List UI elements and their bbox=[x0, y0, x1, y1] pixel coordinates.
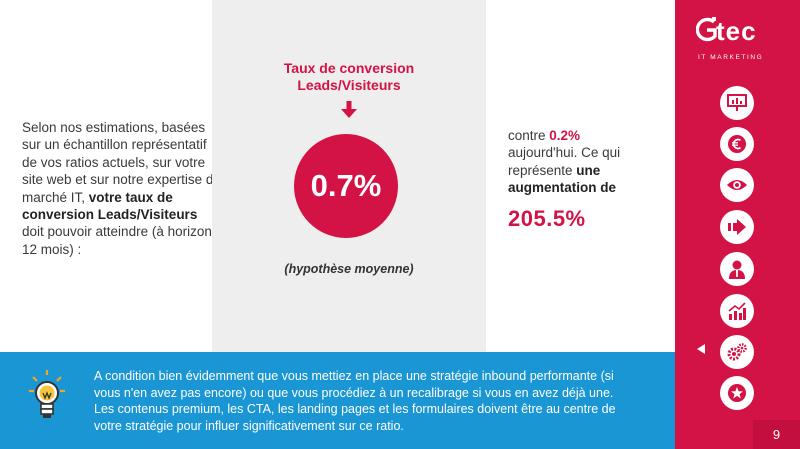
nav-growth[interactable] bbox=[720, 294, 754, 328]
comparison-emphasis: une augmentation de bbox=[508, 162, 617, 196]
nav-arrow[interactable] bbox=[720, 210, 754, 244]
increase-value: 205.5% bbox=[508, 206, 586, 231]
page-number: 9 bbox=[753, 420, 800, 449]
hypothesis-note: (hypothèse moyenne) bbox=[284, 262, 414, 276]
estimation-emphasis: votre taux de conversion Leads/Visiteurs bbox=[22, 189, 198, 223]
conversion-title: Taux de conversion Leads/Visiteurs bbox=[212, 60, 486, 94]
info-text: A condition bien évidemment que vous met… bbox=[94, 369, 616, 433]
gears-icon bbox=[727, 343, 747, 361]
estimation-intro: Selon nos estimations, basées sur un éch… bbox=[22, 120, 221, 205]
nav-presentation[interactable] bbox=[720, 86, 754, 120]
comparison-text: contre 0.2% aujourd'hui. Ce qui représen… bbox=[508, 127, 648, 197]
gtec-logo: tec IT MARKETING bbox=[696, 13, 776, 69]
current-rate: 0.2% bbox=[549, 128, 581, 143]
person-icon bbox=[729, 260, 745, 279]
conversion-title-line1: Taux de conversion bbox=[283, 60, 415, 76]
euro-icon bbox=[728, 135, 746, 153]
comparison-prefix: contre bbox=[508, 128, 550, 143]
sidebar: tec IT MARKETING bbox=[675, 0, 800, 449]
star-icon bbox=[728, 384, 746, 402]
conversion-rate-circle: 0.7% bbox=[294, 134, 398, 238]
conversion-panel: Taux de conversion Leads/Visiteurs 0.7% … bbox=[212, 0, 486, 352]
conversion-title-line2: Leads/Visiteurs bbox=[297, 77, 401, 93]
conversion-rate-value: 0.7% bbox=[310, 168, 382, 203]
growth-chart-icon bbox=[728, 302, 746, 320]
nav-gears[interactable] bbox=[720, 335, 754, 369]
nav-person[interactable] bbox=[720, 252, 754, 286]
nav-euro[interactable] bbox=[720, 127, 754, 161]
logo-tagline: IT MARKETING bbox=[698, 54, 764, 61]
lightbulb-icon bbox=[29, 370, 65, 418]
estimation-outro: doit pouvoir atteindre (à horizon 12 moi… bbox=[22, 224, 212, 257]
arrow-down-icon bbox=[341, 101, 357, 118]
comparison-middle: aujourd'hui. Ce qui représente bbox=[508, 145, 621, 178]
eye-icon bbox=[727, 180, 747, 190]
nav-star[interactable] bbox=[720, 376, 754, 410]
arrow-right-icon bbox=[728, 219, 746, 235]
active-indicator bbox=[697, 344, 705, 354]
info-band: A condition bien évidemment que vous met… bbox=[0, 352, 675, 449]
logo-text: tec bbox=[716, 16, 757, 46]
presentation-icon bbox=[727, 94, 747, 111]
logo-g-mark-icon bbox=[696, 17, 717, 42]
estimation-text: Selon nos estimations, basées sur un éch… bbox=[22, 119, 222, 258]
nav-eye[interactable] bbox=[720, 168, 754, 202]
